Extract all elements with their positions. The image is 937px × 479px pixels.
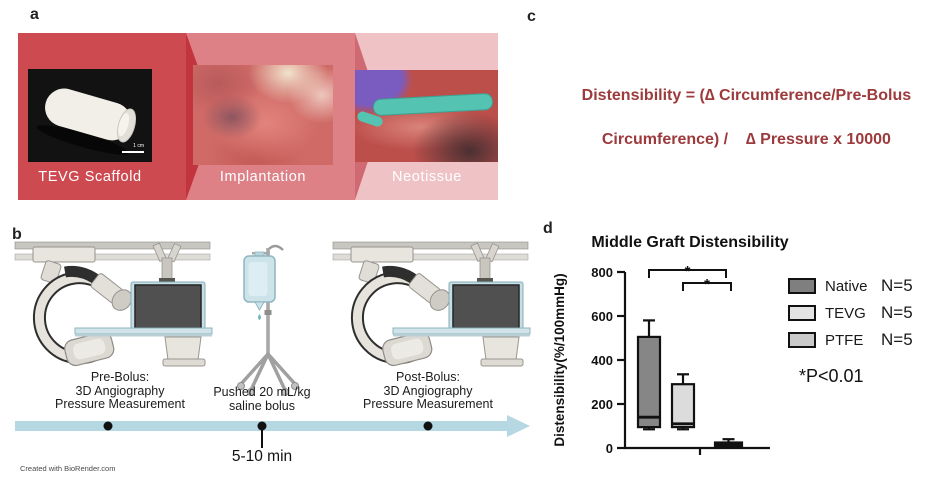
scaffold-cylinder-graphic bbox=[36, 88, 137, 155]
duration-label: 5-10 min bbox=[231, 448, 293, 465]
workflow-arrow: 1 cm TEVG Scaffold Implantation Neotissu… bbox=[18, 33, 498, 200]
chart-title: Middle Graft Distensibility bbox=[591, 234, 789, 251]
pre-bolus-line1: Pre-Bolus: bbox=[90, 370, 150, 384]
svg-text:800: 800 bbox=[591, 265, 613, 280]
bolus-line1: Pushed 20 mL/kg bbox=[213, 385, 311, 399]
angiography-timeline-illustration bbox=[10, 238, 540, 448]
tevg-scaffold-photo: 1 cm bbox=[28, 69, 152, 162]
biorender-credit: Created with BioRender.com bbox=[20, 464, 116, 473]
step-label-implantation: Implantation bbox=[219, 169, 307, 185]
svg-text:Distensibility(%/100mmHg): Distensibility(%/100mmHg) bbox=[552, 273, 567, 446]
surgical-instrument-graphic bbox=[372, 92, 494, 117]
angiography-machine-left bbox=[15, 242, 212, 367]
chart-legend: Native N=5 TEVG N=5 PTFE N=5 bbox=[788, 276, 913, 357]
pre-bolus-line2: 3D Angiography bbox=[75, 383, 165, 398]
legend-row-tevg: TEVG N=5 bbox=[788, 303, 913, 323]
post-bolus-line1: Post-Bolus: bbox=[396, 370, 460, 384]
scale-bar bbox=[122, 150, 144, 153]
legend-n-tevg: N=5 bbox=[881, 303, 913, 322]
legend-swatch-tevg bbox=[788, 305, 816, 321]
svg-text:400: 400 bbox=[591, 353, 613, 368]
post-bolus-line3: Pressure Measurement bbox=[363, 397, 493, 412]
formula-line-1: Distensibility = (∆ Circumference/Pre-Bo… bbox=[581, 87, 912, 104]
legend-n-ptfe: N=5 bbox=[881, 330, 913, 349]
svg-text:*: * bbox=[685, 263, 691, 280]
svg-text:600: 600 bbox=[591, 309, 613, 324]
scale-bar-text: 1 cm bbox=[133, 143, 144, 149]
svg-text:200: 200 bbox=[591, 397, 613, 412]
legend-label-tevg: TEVG bbox=[825, 304, 866, 322]
legend-swatch-native bbox=[788, 278, 816, 294]
bolus-line2: saline bolus bbox=[228, 398, 295, 413]
distensibility-formula: Distensibility = (∆ Circumference/Pre-Bo… bbox=[545, 63, 930, 173]
timeline-dot-prebolus bbox=[103, 421, 113, 431]
legend-label-native: Native bbox=[825, 277, 868, 295]
legend-row-ptfe: PTFE N=5 bbox=[788, 330, 913, 350]
timeline-dot-postbolus bbox=[423, 421, 433, 431]
angiography-machine-right bbox=[333, 242, 530, 367]
legend-swatch-ptfe bbox=[788, 332, 816, 348]
formula-line-2: Circumference) / ∆ Pressure x 10000 bbox=[601, 131, 891, 148]
neotissue-photo bbox=[355, 70, 498, 162]
step-label-neotissue: Neotissue bbox=[392, 169, 462, 185]
panel-c-label: c bbox=[527, 8, 536, 25]
panel-a-label: a bbox=[30, 6, 39, 23]
step-label-tevg-scaffold: TEVG Scaffold bbox=[38, 169, 142, 185]
timeline-arrow bbox=[15, 415, 530, 437]
bolus-caption: Pushed 20 mL/kg saline bolus bbox=[192, 385, 332, 413]
timeline-dot-bolus bbox=[257, 421, 267, 431]
legend-label-ptfe: PTFE bbox=[825, 331, 864, 349]
legend-row-native: Native N=5 bbox=[788, 276, 913, 296]
panel-d-label: d bbox=[543, 220, 553, 237]
implantation-photo bbox=[193, 65, 333, 165]
distensibility-boxplot: 0 200 400 600 800 * * Distensibility(%/100mmHg) bbox=[552, 263, 770, 456]
pre-bolus-line3: Pressure Measurement bbox=[55, 397, 185, 412]
post-bolus-line2: 3D Angiography bbox=[383, 383, 473, 398]
post-bolus-caption: Post-Bolus: 3D Angiography Pressure Meas… bbox=[338, 370, 518, 412]
pre-bolus-caption: Pre-Bolus: 3D Angiography Pressure Measu… bbox=[30, 370, 210, 412]
legend-n-native: N=5 bbox=[881, 276, 913, 295]
svg-text:*: * bbox=[704, 276, 710, 293]
svg-text:0: 0 bbox=[606, 441, 613, 456]
significance-note: *P<0.01 bbox=[799, 366, 864, 386]
iv-saline-pole bbox=[237, 244, 299, 396]
panel-b-label: b bbox=[12, 226, 22, 243]
